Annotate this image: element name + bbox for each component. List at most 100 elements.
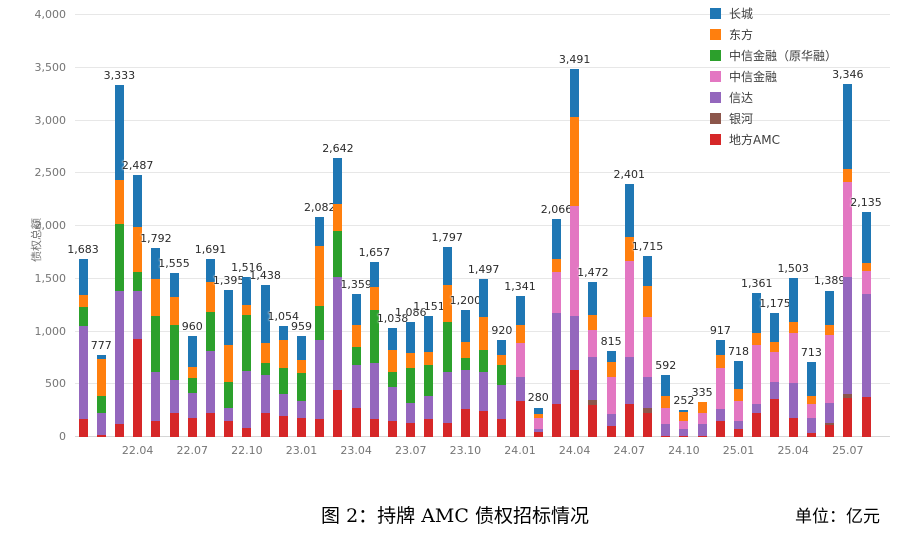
bar-total-label: 1,497 bbox=[467, 263, 500, 277]
bar-segment bbox=[606, 377, 616, 414]
bar-total-label: 2,487 bbox=[121, 158, 154, 172]
bar-segment bbox=[825, 290, 835, 326]
bar-segment bbox=[752, 412, 762, 437]
bar-segment bbox=[570, 370, 580, 437]
bar-segment bbox=[843, 84, 853, 170]
bar-total-label: 1,359 bbox=[340, 277, 372, 291]
bar-segment bbox=[187, 392, 197, 419]
bar-total-label: 1,175 bbox=[759, 297, 791, 311]
bar-segment bbox=[861, 396, 871, 437]
bar-total-label: 3,333 bbox=[103, 69, 136, 83]
bar-segment bbox=[679, 436, 689, 437]
bar-segment bbox=[187, 377, 197, 393]
bar-segment bbox=[278, 415, 288, 437]
bar-group bbox=[643, 256, 652, 437]
bar-segment bbox=[351, 324, 361, 348]
legend-label: 长城 bbox=[729, 7, 754, 21]
x-tick-label: 24.04 bbox=[558, 444, 591, 457]
bar-segment bbox=[770, 313, 780, 342]
bar-segment bbox=[770, 398, 780, 437]
bar-segment bbox=[278, 393, 288, 416]
x-tick-label: 25.01 bbox=[722, 444, 755, 457]
bar-segment bbox=[260, 412, 270, 437]
bar-segment bbox=[715, 340, 725, 356]
bar-segment bbox=[351, 365, 361, 408]
bar-segment bbox=[734, 400, 744, 421]
bar-segment bbox=[351, 407, 361, 437]
bar-segment bbox=[551, 312, 561, 404]
bar-segment bbox=[861, 211, 871, 264]
x-tick-label: 22.10 bbox=[231, 444, 263, 457]
bar-segment bbox=[624, 236, 634, 262]
bar-group bbox=[715, 340, 725, 437]
bar-group bbox=[806, 361, 816, 437]
gridline bbox=[75, 119, 890, 121]
bar-segment bbox=[515, 343, 525, 378]
bar-group bbox=[315, 217, 325, 437]
bar-segment bbox=[224, 289, 234, 346]
bar-total-label: 280 bbox=[527, 391, 549, 405]
y-tick-label: 1,500 bbox=[34, 271, 67, 285]
bar-total-label: 2,066 bbox=[540, 203, 573, 217]
bar-segment bbox=[388, 420, 398, 437]
bar-segment bbox=[479, 410, 489, 437]
bar-group bbox=[533, 407, 543, 437]
plot-area: 1,683 777 3,333 2,487 1,792 1,555 960 1,691 1,39… bbox=[67, 14, 890, 437]
bar-segment bbox=[479, 372, 489, 411]
bar-total-label: 1,555 bbox=[158, 256, 190, 270]
bar-segment bbox=[78, 294, 88, 308]
legend-item-4: 信达 bbox=[710, 89, 837, 106]
bar-total-label: 713 bbox=[800, 345, 822, 359]
bar-segment bbox=[551, 272, 561, 313]
bar-segment bbox=[551, 403, 561, 437]
bar-segment bbox=[661, 395, 671, 408]
bar-segment bbox=[169, 380, 179, 413]
bar-segment bbox=[224, 407, 234, 421]
legend-item-1: 东方 bbox=[710, 26, 837, 43]
x-tick-label: 22.07 bbox=[176, 444, 209, 457]
bar-segment bbox=[133, 272, 143, 292]
bar-segment bbox=[825, 403, 835, 423]
bar-segment bbox=[297, 335, 307, 361]
bar-segment bbox=[442, 321, 452, 373]
bar-segment bbox=[442, 247, 452, 286]
bar-group bbox=[788, 278, 798, 437]
bar-segment bbox=[515, 377, 525, 401]
bar-segment bbox=[460, 358, 470, 371]
bar-group bbox=[825, 290, 835, 437]
bar-segment bbox=[406, 422, 416, 437]
bar-total-label: 1,054 bbox=[267, 309, 300, 323]
legend-label: 信达 bbox=[729, 91, 754, 105]
y-tick-label: 3,000 bbox=[34, 113, 67, 127]
bar-segment bbox=[424, 418, 434, 437]
bar-segment bbox=[734, 420, 744, 429]
bar-segment bbox=[315, 418, 325, 437]
bar-group bbox=[297, 335, 307, 437]
bar-segment bbox=[861, 263, 871, 272]
gridline bbox=[75, 225, 890, 226]
x-tick-label: 23.07 bbox=[395, 444, 427, 457]
bar-segment bbox=[169, 325, 179, 381]
legend-label: 地方AMC bbox=[729, 133, 780, 147]
bar-group bbox=[169, 272, 179, 437]
bar-segment bbox=[315, 339, 325, 419]
bar-segment bbox=[242, 305, 252, 315]
bar-total-label: 917 bbox=[709, 324, 731, 338]
bar-group bbox=[661, 374, 671, 437]
bar-segment bbox=[278, 339, 288, 369]
bar-group bbox=[770, 313, 780, 437]
bar-segment bbox=[333, 389, 343, 437]
bar-segment bbox=[697, 424, 707, 437]
bar-segment bbox=[679, 410, 689, 413]
bar-segment bbox=[643, 316, 652, 378]
y-tick-label: 0 bbox=[59, 430, 66, 443]
bar-group bbox=[861, 211, 871, 437]
legend-swatch bbox=[710, 113, 721, 124]
bar-segment bbox=[96, 395, 106, 413]
bar-segment bbox=[96, 434, 106, 437]
bar-total-label: 1,086 bbox=[395, 306, 427, 320]
bar-segment bbox=[606, 351, 616, 363]
bar-segment bbox=[515, 295, 525, 325]
legend-swatch bbox=[710, 134, 721, 145]
bar-segment bbox=[151, 247, 161, 279]
